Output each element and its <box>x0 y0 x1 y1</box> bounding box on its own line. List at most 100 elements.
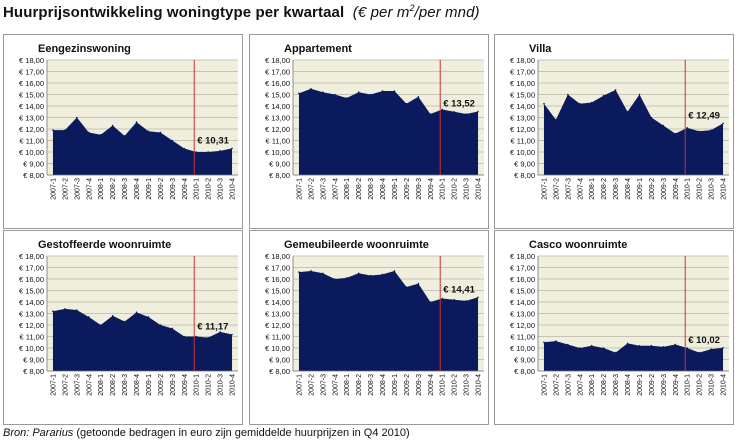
data-point <box>207 151 209 153</box>
y-tick-label: € 14,00 <box>19 102 44 111</box>
data-point <box>345 277 348 279</box>
x-tick-label: 2010-1 <box>685 178 692 200</box>
x-tick-label: 2009-4 <box>182 178 189 200</box>
y-tick-label: € 10,00 <box>19 148 44 157</box>
x-tick-label: 2007-1 <box>296 374 303 396</box>
x-tick-label: 2009-4 <box>182 374 189 396</box>
data-point <box>686 127 689 129</box>
chart-panel-gestoffeerde-woonruimte: Gestoffeerde woonruimte € 8,00 € 9,00 € 10,… <box>3 230 243 425</box>
data-point <box>298 92 300 95</box>
data-point <box>322 91 324 93</box>
x-tick-label: 2010-4 <box>230 374 237 396</box>
x-tick-label: 2007-4 <box>86 178 93 200</box>
page-title: Huurprijsontwikkeling woningtype per kwa… <box>3 3 480 21</box>
x-tick-label: 2010-1 <box>194 374 201 396</box>
data-point <box>638 344 641 347</box>
x-tick-label: 2009-3 <box>416 374 423 396</box>
x-tick-label: 2007-2 <box>553 178 560 200</box>
x-tick-label: 2009-4 <box>673 374 680 396</box>
x-tick-label: 2010-2 <box>206 178 213 200</box>
y-tick-label: € 10,00 <box>510 344 535 353</box>
data-point <box>555 119 557 121</box>
x-tick-label: 2007-3 <box>565 178 572 200</box>
y-tick-label: € 16,00 <box>265 79 290 88</box>
data-point <box>369 93 372 96</box>
data-point <box>417 96 420 98</box>
x-tick-label: 2007-2 <box>62 374 69 396</box>
y-tick-label: € 8,00 <box>269 367 290 376</box>
y-tick-label: € 8,00 <box>514 171 535 180</box>
x-tick-label: 2008-3 <box>368 374 375 396</box>
x-tick-label: 2008-3 <box>122 178 129 200</box>
data-point <box>298 271 300 273</box>
x-tick-label: 2008-4 <box>380 374 387 396</box>
x-tick-label: 2009-2 <box>649 374 656 396</box>
data-point <box>393 90 396 92</box>
y-tick-label: € 12,00 <box>510 321 535 330</box>
x-tick-label: 2007-1 <box>50 374 57 396</box>
y-tick-label: € 9,00 <box>23 160 44 169</box>
chart-panel-appartement: Appartement € 8,00 € 9,00 € 10,00 € 11,00 € 1… <box>249 34 489 229</box>
data-point <box>123 320 126 323</box>
data-point <box>674 132 677 135</box>
x-tick-label: 2010-2 <box>697 374 704 396</box>
data-point <box>650 116 653 119</box>
x-tick-label: 2010-4 <box>476 178 483 200</box>
chart-appartement: Appartement € 8,00 € 9,00 € 10,00 € 11,00 € 1… <box>265 43 484 200</box>
x-tick-label: 2010-4 <box>476 374 483 396</box>
chart-panel-casco-woonruimte: Casco woonruimte € 8,00 € 9,00 € 10,00 € 11,… <box>494 230 734 425</box>
y-tick-label: € 11,00 <box>511 137 535 146</box>
y-tick-label: € 15,00 <box>510 91 535 100</box>
chart-title: Casco woonruimte <box>529 239 627 251</box>
data-point <box>381 273 384 276</box>
x-tick-label: 2007-2 <box>308 178 315 200</box>
y-tick-label: € 12,00 <box>265 125 290 134</box>
y-tick-label: € 14,00 <box>265 102 290 111</box>
x-tick-label: 2008-2 <box>356 178 363 200</box>
data-point <box>405 102 408 105</box>
data-point <box>310 270 312 272</box>
data-point <box>453 110 455 113</box>
y-tick-label: € 8,00 <box>269 171 290 180</box>
x-tick-label: 2009-3 <box>416 178 423 200</box>
x-tick-label: 2010-4 <box>721 178 728 200</box>
y-tick-label: € 9,00 <box>269 160 290 169</box>
chart-title: Gestoffeerde woonruimte <box>38 239 171 251</box>
y-tick-label: € 13,00 <box>265 114 290 123</box>
data-point <box>578 347 581 349</box>
y-tick-label: € 15,00 <box>265 91 290 100</box>
y-tick-label: € 15,00 <box>265 287 290 296</box>
data-point <box>686 347 689 349</box>
data-point <box>381 90 384 92</box>
data-point <box>465 300 467 302</box>
x-tick-label: 2008-3 <box>613 374 620 396</box>
annotation-label: € 11,17 <box>197 322 228 333</box>
annotation-label: € 10,31 <box>197 135 229 146</box>
data-point <box>159 131 162 134</box>
x-tick-label: 2010-3 <box>709 178 716 200</box>
data-point <box>393 270 396 272</box>
y-tick-label: € 8,00 <box>23 367 44 376</box>
x-tick-label: 2007-4 <box>577 374 584 396</box>
data-point <box>52 129 54 131</box>
y-tick-label: € 10,00 <box>265 148 290 157</box>
title-unit-suffix: /per mnd) <box>414 4 480 21</box>
data-point <box>369 274 372 277</box>
data-point <box>64 129 66 131</box>
data-point <box>123 135 126 137</box>
data-point <box>578 102 581 105</box>
x-tick-label: 2009-4 <box>428 178 435 200</box>
x-tick-label: 2008-1 <box>589 178 596 200</box>
y-tick-label: € 8,00 <box>23 171 44 180</box>
x-tick-label: 2010-3 <box>218 178 225 200</box>
chart-title: Appartement <box>284 43 352 55</box>
data-point <box>429 301 432 303</box>
annotation-label: € 12,49 <box>688 110 720 121</box>
y-tick-label: € 8,00 <box>514 367 535 376</box>
x-tick-label: 2008-2 <box>356 374 363 396</box>
x-tick-label: 2009-4 <box>673 178 680 200</box>
x-tick-label: 2008-4 <box>134 374 141 396</box>
y-tick-label: € 12,00 <box>19 321 44 330</box>
y-tick-label: € 14,00 <box>510 298 535 307</box>
y-tick-label: € 15,00 <box>510 287 535 296</box>
